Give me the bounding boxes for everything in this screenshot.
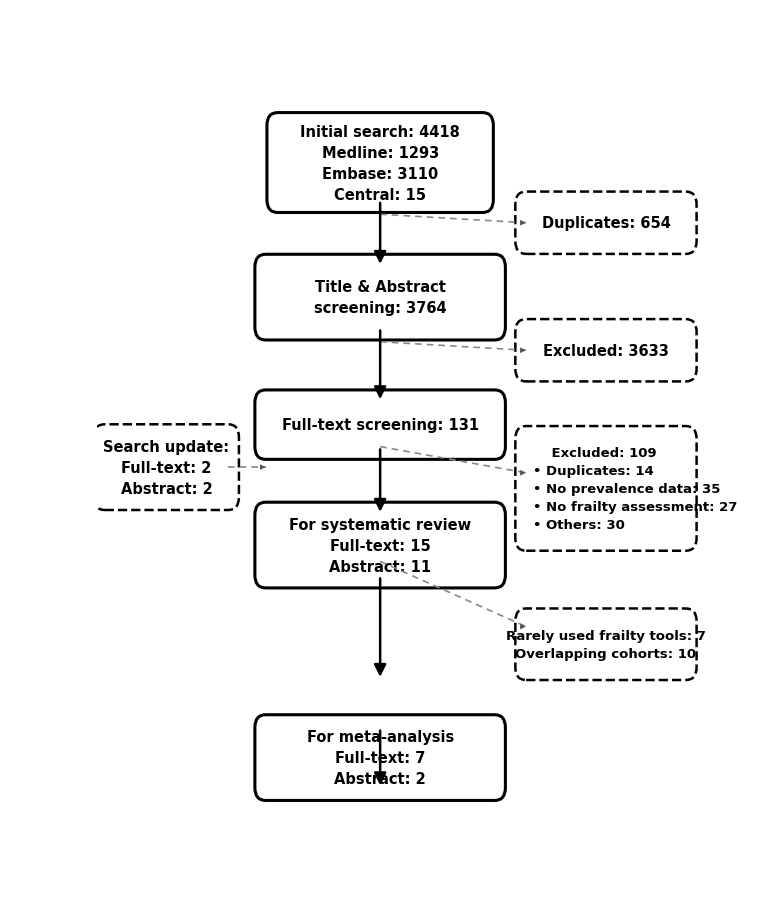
FancyBboxPatch shape: [94, 425, 239, 510]
FancyBboxPatch shape: [255, 391, 505, 460]
Text: Excluded: 3633: Excluded: 3633: [543, 344, 669, 358]
FancyBboxPatch shape: [515, 608, 697, 680]
FancyBboxPatch shape: [515, 192, 697, 255]
FancyBboxPatch shape: [255, 715, 505, 800]
Text: Duplicates: 654: Duplicates: 654: [542, 216, 671, 231]
FancyBboxPatch shape: [515, 320, 697, 382]
Text: Title & Abstract
screening: 3764: Title & Abstract screening: 3764: [314, 279, 447, 316]
Text: Initial search: 4418
Medline: 1293
Embase: 3110
Central: 15: Initial search: 4418 Medline: 1293 Embas…: [300, 124, 460, 202]
Text: Excluded: 109
• Duplicates: 14
• No prevalence data: 35
• No frailty assessment:: Excluded: 109 • Duplicates: 14 • No prev…: [533, 447, 738, 531]
FancyBboxPatch shape: [267, 113, 493, 213]
FancyBboxPatch shape: [255, 503, 505, 588]
FancyBboxPatch shape: [255, 255, 505, 341]
Text: For meta-analysis
Full-text: 7
Abstract: 2: For meta-analysis Full-text: 7 Abstract:…: [306, 730, 454, 787]
Text: Full-text screening: 131: Full-text screening: 131: [281, 417, 479, 433]
Text: Search update:
Full-text: 2
Abstract: 2: Search update: Full-text: 2 Abstract: 2: [103, 439, 229, 496]
Text: Rarely used frailty tools: 7
Overlapping cohorts: 10: Rarely used frailty tools: 7 Overlapping…: [506, 630, 706, 660]
FancyBboxPatch shape: [515, 426, 697, 551]
Text: For systematic review
Full-text: 15
Abstract: 11: For systematic review Full-text: 15 Abst…: [289, 517, 471, 574]
